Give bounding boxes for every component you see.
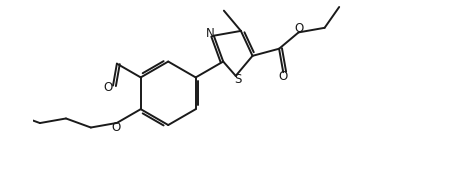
Text: O: O [278,70,287,83]
Text: O: O [104,81,113,94]
Text: N: N [206,27,214,40]
Text: O: O [294,22,304,35]
Text: O: O [111,121,120,134]
Text: S: S [234,73,242,86]
